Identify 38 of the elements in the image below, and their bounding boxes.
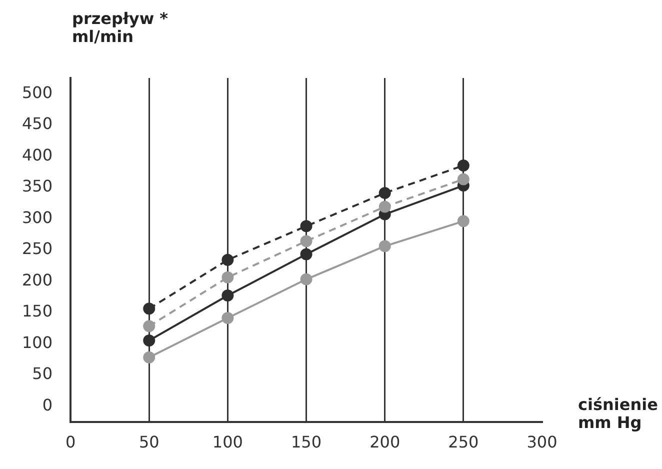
x-tick-label: 100: [212, 432, 243, 452]
point: [378, 187, 391, 200]
y-axis-title: przepływ * ml/min: [72, 9, 169, 46]
x-tick-label: 0: [65, 432, 76, 452]
y-tick-label: 100: [22, 332, 53, 352]
y-tick-label: 500: [22, 82, 53, 102]
y-tick-label: 200: [22, 270, 53, 290]
point: [457, 215, 470, 228]
point: [222, 312, 234, 324]
point: [457, 160, 470, 172]
point: [143, 302, 156, 315]
point: [300, 235, 312, 248]
y-tick-label: 400: [22, 145, 53, 164]
x-tick-label: 250: [448, 432, 479, 452]
y-tick-label: 250: [22, 239, 53, 258]
point: [300, 273, 312, 286]
y-tick-label: 0: [42, 395, 53, 414]
y-tick-label: 450: [22, 114, 53, 134]
point: [222, 254, 234, 266]
y-tick-label: 300: [22, 208, 53, 227]
x-tick-label: 50: [138, 432, 160, 452]
point: [143, 351, 156, 364]
point: [300, 220, 312, 232]
x-axis-title: ciśnienie mm Hg: [578, 394, 658, 432]
point: [300, 248, 312, 260]
y-tick-label: 50: [32, 364, 53, 384]
point: [222, 290, 234, 302]
point: [457, 173, 470, 186]
point: [378, 240, 391, 252]
x-tick-label: 150: [290, 432, 322, 452]
point: [143, 320, 156, 332]
point: [222, 271, 234, 284]
x-tick-label: 300: [526, 432, 558, 452]
x-tick-label: 200: [370, 432, 400, 452]
y-tick-label: 350: [22, 176, 53, 196]
point: [143, 334, 156, 347]
point: [378, 200, 391, 213]
y-tick-label: 150: [22, 302, 53, 321]
